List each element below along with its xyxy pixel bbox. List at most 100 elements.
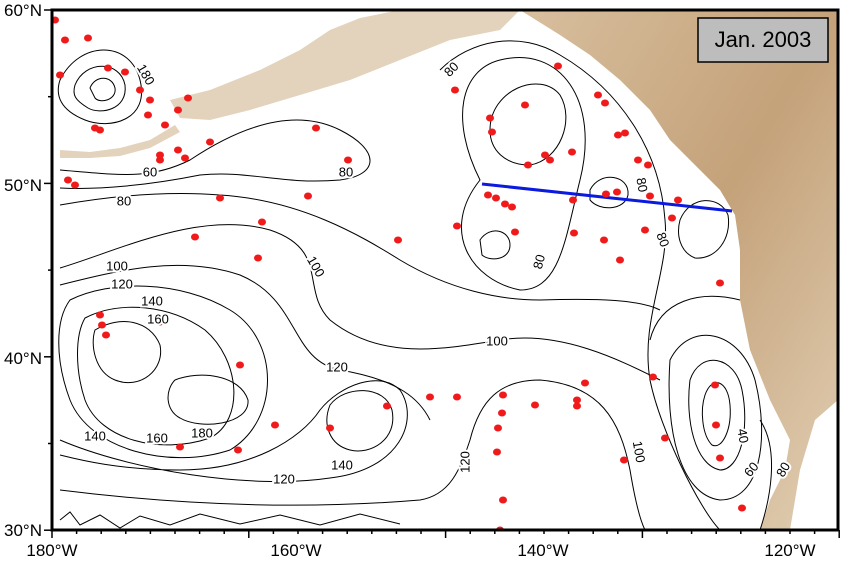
contour [59,224,661,381]
observation-point [594,91,602,99]
aleutians [60,125,180,158]
observation-point [216,194,224,202]
observation-point [569,196,577,204]
observation-point [156,156,164,164]
observation-point [254,254,262,262]
observation-point [541,151,549,159]
observation-point [176,443,184,451]
observation-point [494,424,502,432]
observation-point [312,124,320,132]
contour-label: 80 [530,253,548,271]
observation-point [644,161,652,169]
observation-point [620,456,628,464]
observation-point [674,196,682,204]
contour-label: 80 [633,176,650,193]
observation-point [499,391,507,399]
lon-label: 180°W [26,541,77,560]
contour [92,321,162,384]
ticks [44,9,840,538]
lat-label: 30°N [4,521,42,540]
observation-point [601,99,609,107]
observation-point [181,154,189,162]
observation-point [52,16,59,24]
contour [59,511,401,529]
observation-point [236,361,244,369]
observation-point [524,161,532,169]
contour [73,65,126,112]
contour [167,374,249,425]
observation-point [146,96,154,104]
contour-label: 140 [331,457,353,472]
contour [58,285,268,459]
observation-point [573,402,581,410]
observation-point [61,36,69,44]
observation-point [136,86,144,94]
contour [89,77,116,102]
contour-label: 100 [486,333,508,348]
observation-point [453,393,461,401]
observation-point [600,236,608,244]
observation-point [568,148,576,156]
observation-point [508,203,516,211]
contour-label: 140 [84,428,106,443]
observation-point [712,421,720,429]
observation-point [184,94,192,102]
contour [678,200,730,259]
observation-point [191,233,199,241]
map-body: 180 80 60 80 80 100 100 120 140 160 100 … [52,10,838,530]
observation-point [511,228,519,236]
observation-point [71,181,79,189]
alaska-coast [170,10,520,120]
observation-point [711,381,719,389]
contour-label: 160 [146,430,168,445]
contour [489,83,567,166]
contour [701,382,731,447]
contour [479,230,511,260]
observation-point [570,229,578,237]
observation-point [649,373,657,381]
observation-point [84,34,92,42]
observation-point [554,62,562,70]
contour [57,49,143,125]
observation-point [161,121,169,129]
observation-point [499,496,507,504]
observation-point [616,256,624,264]
observation-point [102,331,110,339]
contour-label: 120 [457,451,472,473]
observation-point [738,504,746,512]
observation-point [581,379,589,387]
contour [59,192,661,311]
observation-point [64,176,72,184]
lon-label: 120°W [764,541,815,560]
observation-point [326,424,334,432]
observation-point [344,156,352,164]
observation-points [52,16,746,530]
contour [688,359,746,471]
observation-point [498,409,506,417]
observation-point [426,393,434,401]
transect-line [481,182,733,213]
observation-point [271,421,279,429]
lon-label: 140°W [517,541,568,560]
observation-point [383,402,391,410]
observation-point [144,111,152,119]
observation-point [96,126,104,134]
contour [649,295,772,530]
observation-point [121,68,129,76]
contour [668,334,763,501]
observation-point [486,114,494,122]
observation-point [613,188,621,196]
observation-point [96,311,104,319]
observation-point [621,129,629,137]
contour-label: 120 [273,471,295,486]
observation-point [304,192,312,200]
lat-label: 50°N [4,176,42,195]
observation-point [484,191,492,199]
observation-point [602,190,610,198]
observation-point [104,64,112,72]
observation-point [546,156,554,164]
observation-point [634,156,642,164]
land [520,10,838,530]
observation-point [641,226,649,234]
